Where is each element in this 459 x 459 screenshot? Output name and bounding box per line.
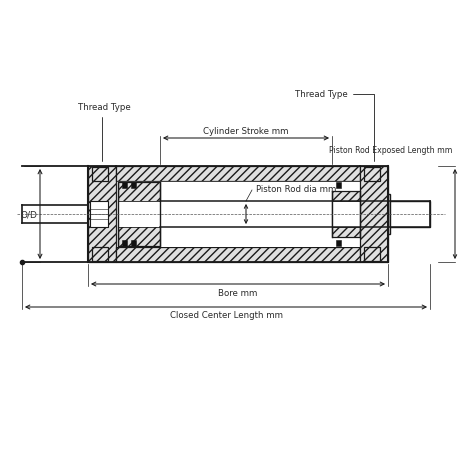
Text: Piston Rod dia mm: Piston Rod dia mm	[255, 184, 336, 193]
Bar	[335, 183, 340, 189]
Bar	[92, 168, 108, 182]
Bar	[131, 183, 136, 189]
Bar	[118, 183, 160, 246]
Text: Thread Type: Thread Type	[294, 90, 373, 162]
Bar	[88, 167, 116, 263]
Bar	[90, 202, 108, 228]
Bar	[116, 247, 359, 263]
Bar	[389, 202, 429, 228]
Bar	[116, 167, 359, 182]
Bar	[331, 202, 359, 228]
Text: Cylinder Stroke mm: Cylinder Stroke mm	[203, 126, 288, 135]
Bar	[363, 247, 379, 262]
Bar	[335, 241, 340, 246]
Text: O/D: O/D	[21, 210, 37, 219]
Text: Thread Type: Thread Type	[78, 103, 130, 162]
Text: Bore mm: Bore mm	[218, 288, 257, 297]
Bar	[122, 241, 127, 246]
Bar	[363, 168, 379, 182]
Bar	[387, 195, 389, 235]
Text: Piston Rod Exposed Length mm: Piston Rod Exposed Length mm	[328, 146, 451, 155]
Bar	[131, 241, 136, 246]
Bar	[359, 167, 387, 263]
Bar	[331, 191, 359, 237]
Bar	[118, 202, 160, 228]
Bar	[92, 247, 108, 262]
Text: Closed Center Length mm: Closed Center Length mm	[169, 311, 282, 320]
Bar	[122, 183, 127, 189]
Bar	[160, 202, 429, 228]
Bar	[116, 182, 359, 247]
